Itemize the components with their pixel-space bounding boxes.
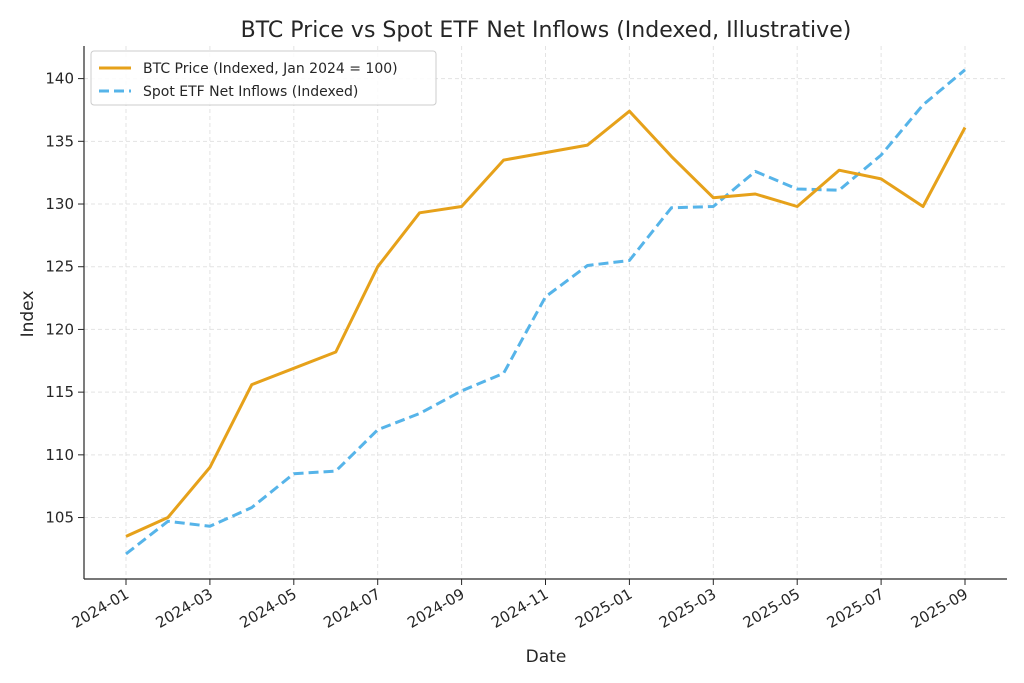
y-tick-label: 135	[45, 132, 74, 150]
x-axis-label: Date	[526, 647, 567, 667]
y-axis-label: Index	[18, 291, 38, 338]
x-tick-label: 2025-01	[572, 585, 635, 632]
grid	[84, 46, 1007, 579]
legend-label-etf-inflows: Spot ETF Net Inflows (Indexed)	[143, 84, 358, 100]
x-tick-label: 2024-01	[69, 585, 132, 632]
y-tick-label: 140	[45, 70, 74, 88]
x-tick-label: 2025-07	[824, 585, 887, 632]
ticks: 105 110 115 120 125 130 135 140 2024-01 2024-03 20…	[45, 70, 971, 632]
series-line-etf-inflows	[125, 68, 966, 556]
y-tick-label: 115	[45, 383, 74, 401]
series-layer	[125, 68, 967, 556]
y-tick-label: 120	[45, 320, 74, 338]
x-tick-label: 2024-09	[404, 585, 467, 632]
legend-label-btc-price: BTC Price (Indexed, Jan 2024 = 100)	[143, 61, 398, 77]
chart-title: BTC Price vs Spot ETF Net Inflows (Index…	[241, 18, 852, 43]
x-tick-label: 2025-03	[656, 585, 719, 632]
x-tick-label: 2024-11	[488, 585, 551, 632]
y-tick-label: 130	[45, 195, 74, 213]
legend: BTC Price (Indexed, Jan 2024 = 100) Spot…	[90, 50, 437, 106]
x-tick-label: 2025-05	[740, 585, 803, 632]
x-tick-label: 2024-03	[153, 585, 216, 632]
y-tick-label: 105	[45, 509, 74, 527]
x-tick-label: 2024-07	[320, 585, 383, 632]
y-tick-label: 110	[45, 446, 74, 464]
series-line-btc-price	[125, 109, 967, 538]
x-tick-label: 2024-05	[237, 585, 300, 632]
y-tick-label: 125	[45, 258, 74, 276]
x-tick-label: 2025-09	[908, 585, 971, 632]
legend-frame	[90, 50, 437, 106]
